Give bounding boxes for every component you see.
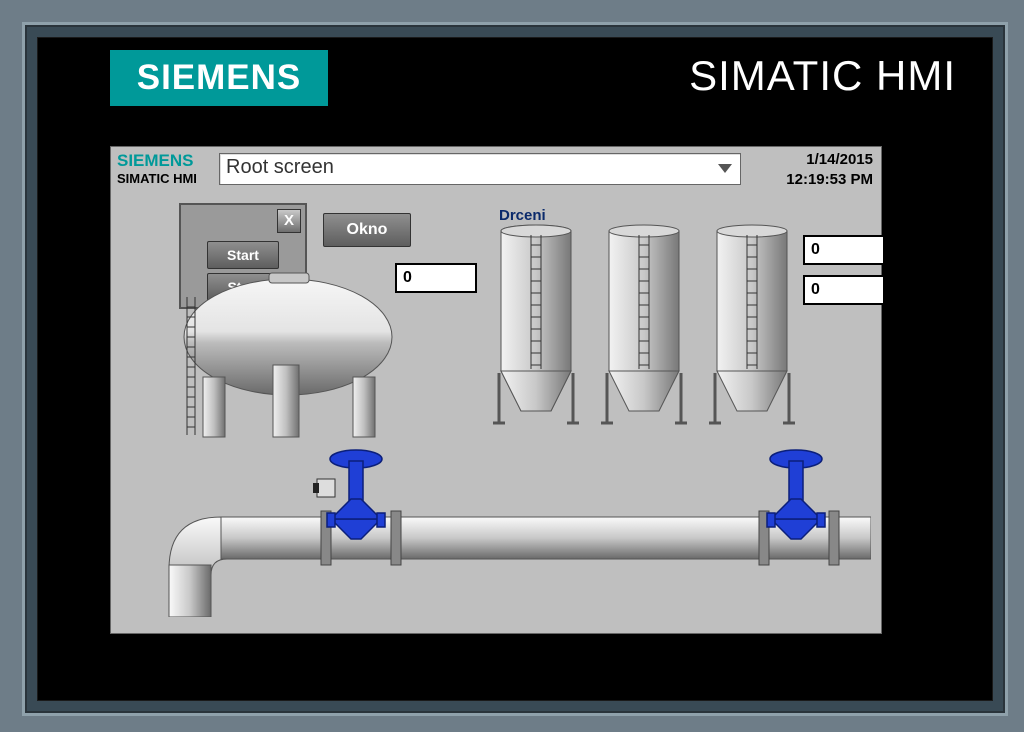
header-time: 12:19:53 PM (786, 171, 873, 188)
drceni-label: Drceni (499, 207, 546, 224)
chevron-down-icon (718, 164, 732, 173)
storage-tank-icon (173, 257, 403, 447)
brand-bar: SIEMENS SIMATIC HMI (38, 38, 992, 126)
device-bezel-inner: SIEMENS SIMATIC HMI TOUCH SIEMENS SIMATI… (37, 37, 993, 701)
screen-logo: SIEMENS (117, 151, 194, 171)
valve-2-icon (751, 447, 841, 557)
okno-button[interactable]: Okno (323, 213, 411, 247)
right-value-1: 0 (803, 235, 885, 265)
siemens-logo: SIEMENS (110, 50, 328, 106)
product-title: SIMATIC HMI (689, 52, 956, 100)
tank-value-display: 0 (395, 263, 477, 293)
right-value-2: 0 (803, 275, 885, 305)
hmi-screen: SIEMENS SIMATIC HMI Root screen 1/14/201… (110, 146, 882, 634)
header-date: 1/14/2015 (806, 151, 873, 168)
device-bezel-outer: SIEMENS SIMATIC HMI TOUCH SIEMENS SIMATI… (22, 22, 1008, 716)
screen-selector-label: Root screen (226, 156, 334, 179)
silos-group-icon (491, 223, 811, 443)
valve-1-icon (311, 447, 401, 557)
close-button[interactable]: X (277, 209, 301, 233)
screen-selector-dropdown[interactable]: Root screen (219, 153, 741, 185)
screen-subtitle: SIMATIC HMI (117, 171, 197, 186)
